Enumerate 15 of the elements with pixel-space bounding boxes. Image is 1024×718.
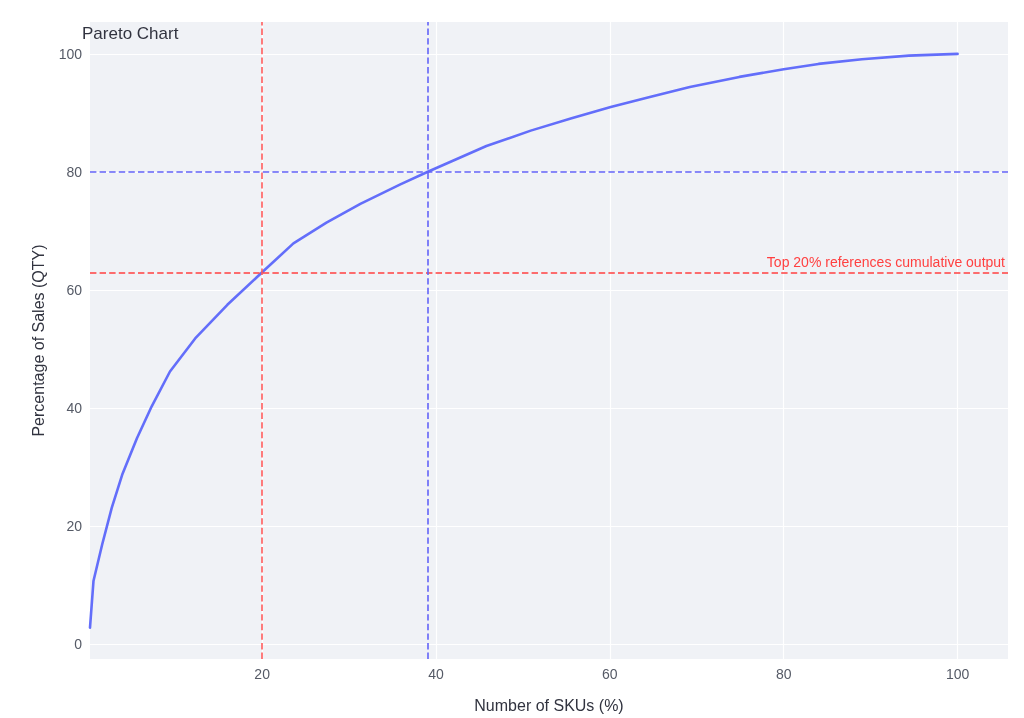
y-tick-label: 80 (66, 163, 83, 180)
y-tick-label: 0 (74, 636, 83, 653)
x-tick-label: 20 (254, 666, 271, 682)
y-tick-label: 20 (66, 518, 83, 535)
x-axis-title: Number of SKUs (%) (474, 696, 624, 714)
y-tick-label: 60 (66, 282, 83, 299)
chart-title: Pareto Chart (82, 24, 179, 43)
x-tick-label: 80 (775, 666, 792, 682)
y-axis-title: Percentage of Sales (QTY) (29, 244, 47, 437)
ref-line-label: Top 20% references cumulative output (766, 254, 1006, 271)
x-tick-label: 100 (945, 666, 970, 682)
y-tick-label: 100 (58, 45, 83, 62)
x-tick-label: 40 (428, 666, 444, 682)
y-tick-label: 40 (66, 400, 83, 417)
x-tick-label: 60 (602, 666, 618, 682)
